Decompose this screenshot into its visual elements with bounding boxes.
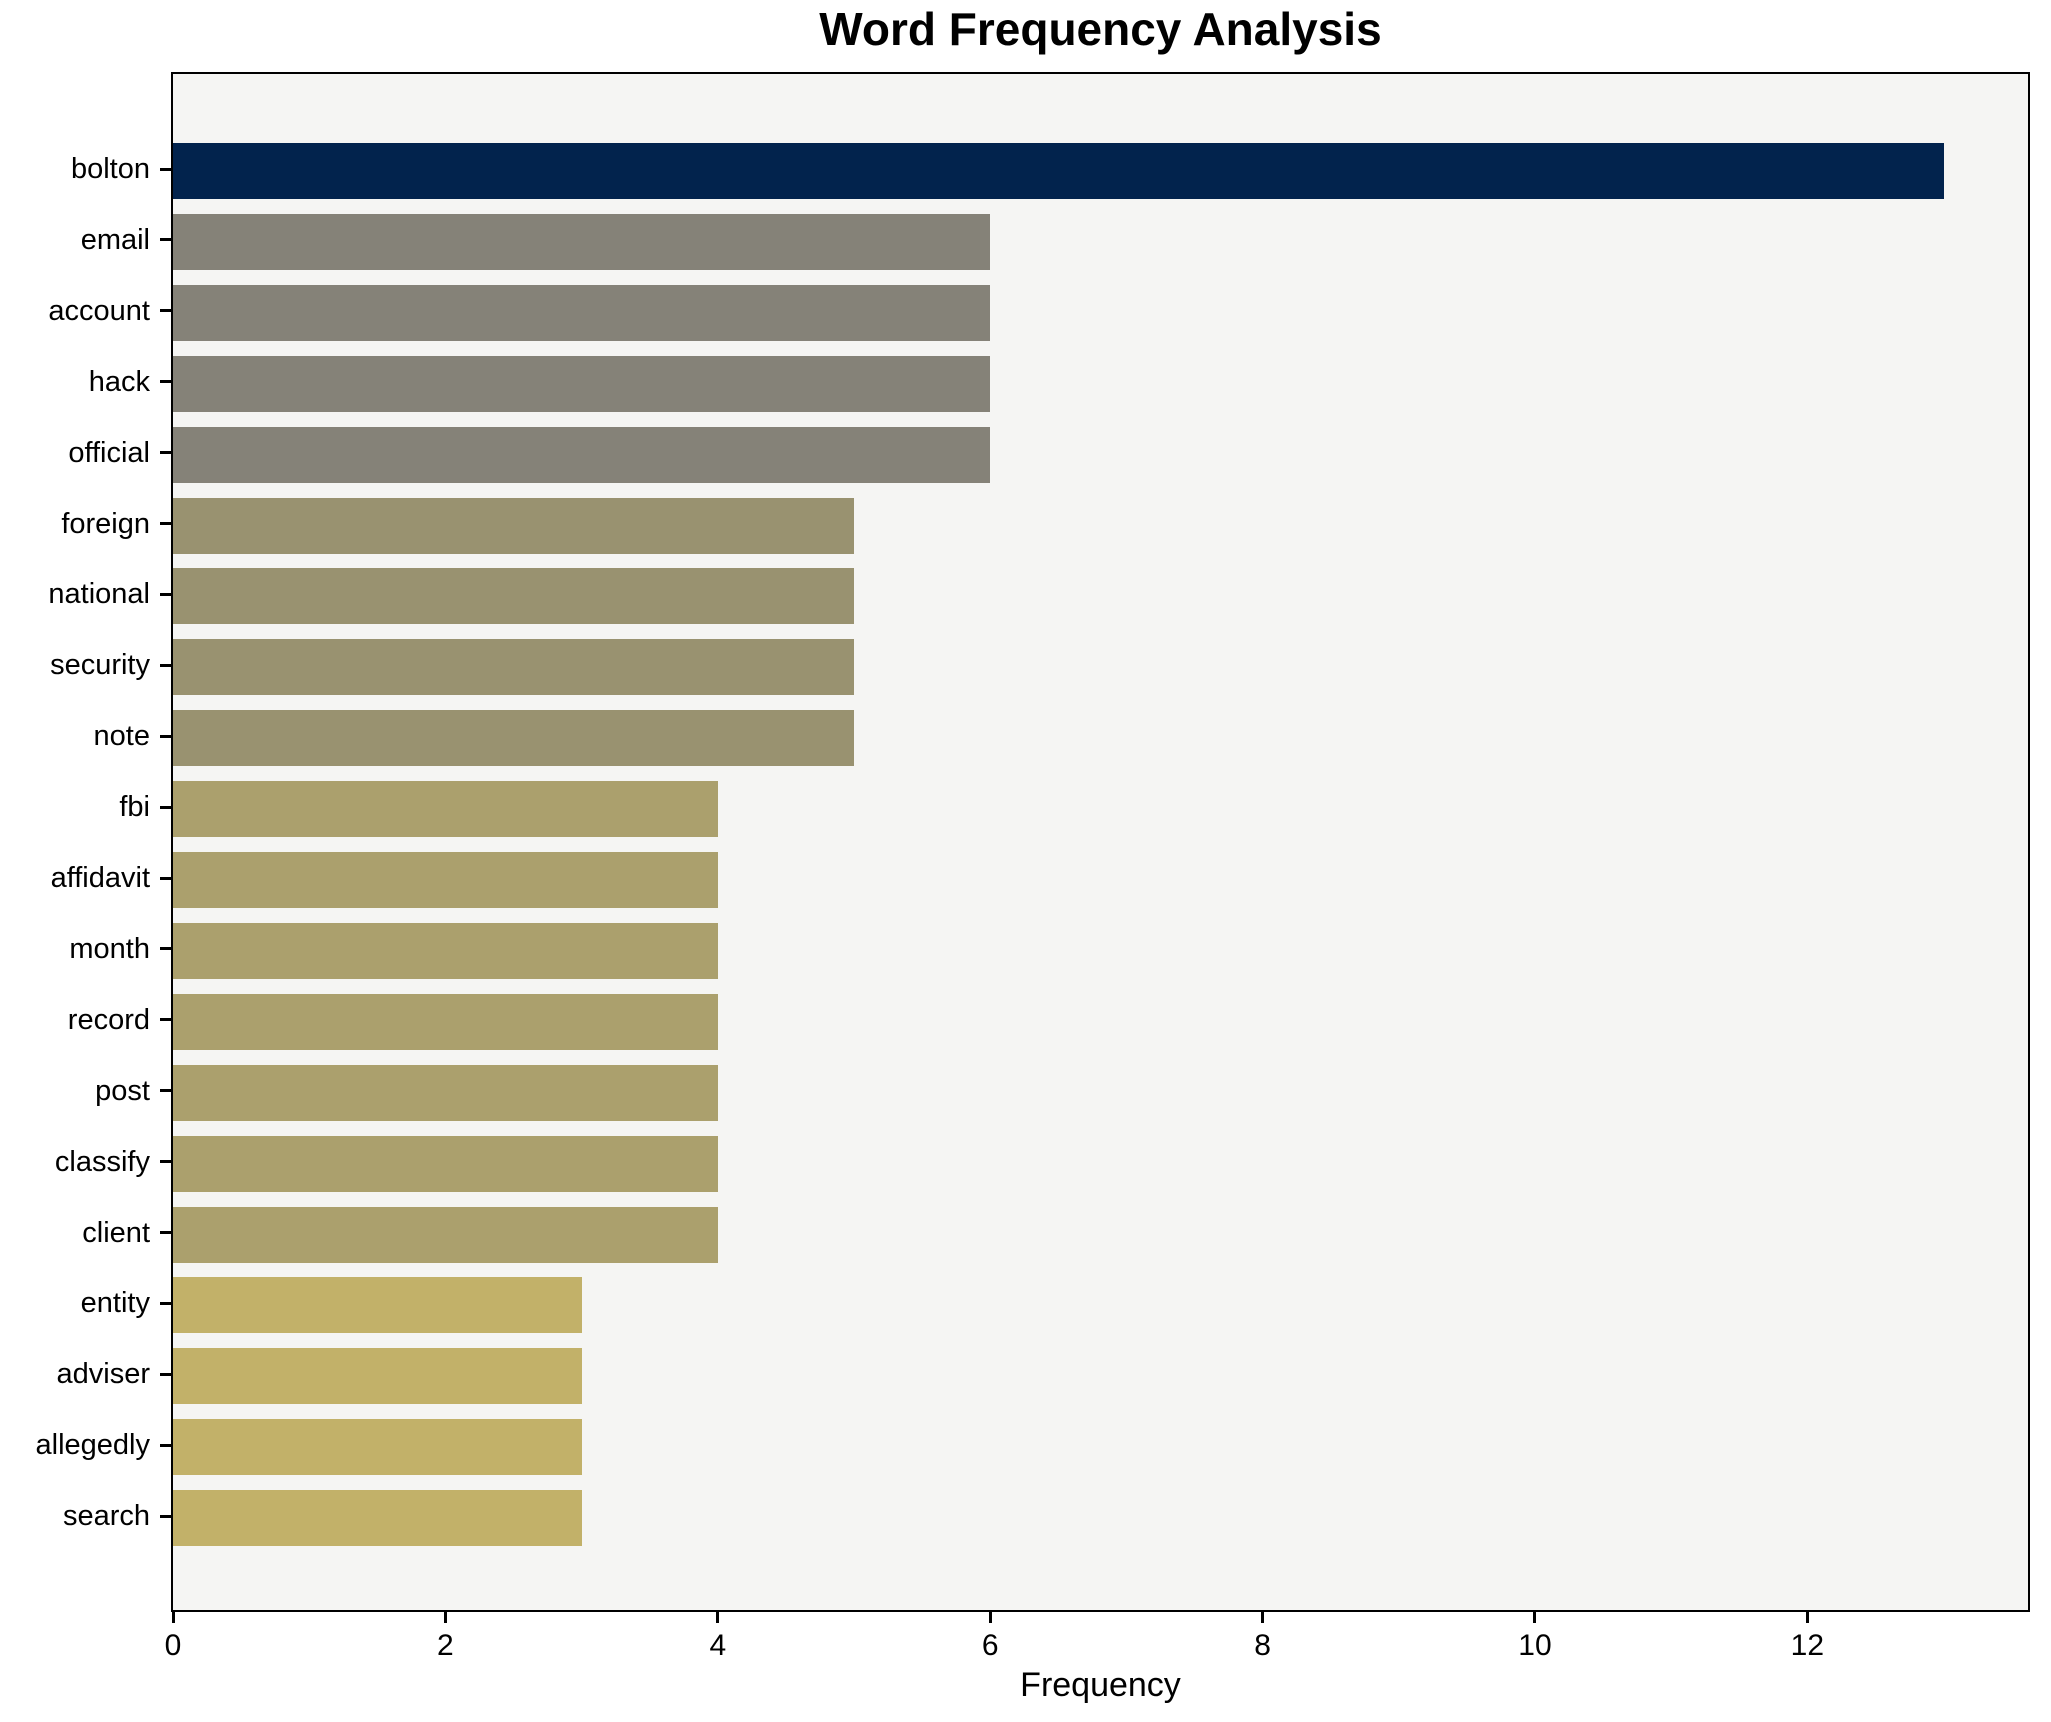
y-tick-label-foreign: foreign [61, 507, 150, 540]
y-tick-mark [160, 663, 171, 667]
y-tick-label-search: search [62, 1500, 150, 1533]
y-tick-mark [160, 1089, 171, 1093]
x-tick-mark [988, 1612, 992, 1623]
x-tick-mark [1805, 1612, 1809, 1623]
x-tick-mark [171, 1612, 175, 1623]
y-tick-mark [160, 1372, 171, 1376]
y-tick-label-affidavit: affidavit [50, 862, 150, 894]
y-tick-label-account: account [48, 294, 150, 327]
x-tick-mark [1261, 1612, 1265, 1623]
bar-email [173, 213, 991, 270]
y-tick-mark [160, 1160, 171, 1164]
y-tick-label-national: national [48, 578, 150, 611]
bar-hack [173, 355, 991, 412]
bar-account [173, 284, 991, 341]
bar-official [173, 426, 991, 483]
y-tick-mark [160, 309, 171, 313]
bar-client [173, 1206, 718, 1263]
x-tick-label-12: 12 [1790, 1629, 1825, 1662]
x-tick-mark [443, 1612, 447, 1623]
y-tick-mark [160, 1443, 171, 1447]
x-tick-label-8: 8 [1254, 1629, 1271, 1662]
y-tick-label-client: client [82, 1216, 150, 1249]
y-tick-mark [160, 1018, 171, 1022]
y-tick-mark [160, 1514, 171, 1518]
x-tick-label-10: 10 [1518, 1629, 1552, 1662]
y-tick-label-hack: hack [88, 365, 150, 398]
x-tick-label-0: 0 [164, 1629, 182, 1662]
y-tick-mark [160, 734, 171, 738]
y-tick-mark [160, 592, 171, 596]
y-tick-label-adviser: adviser [56, 1358, 151, 1391]
y-tick-mark [160, 451, 171, 455]
plot-area [171, 72, 2030, 1612]
y-tick-mark [160, 167, 171, 171]
x-axis-label: Frequency [1020, 1666, 1181, 1704]
y-tick-label-note: note [93, 720, 150, 753]
bar-security [173, 639, 854, 696]
x-tick-label-4: 4 [709, 1629, 727, 1662]
bar-bolton [173, 143, 1944, 199]
y-tick-label-month: month [69, 932, 150, 965]
x-tick-mark [716, 1612, 720, 1623]
bar-national [173, 568, 854, 625]
bar-month [173, 922, 718, 979]
bar-foreign [173, 497, 854, 554]
y-tick-mark [160, 1231, 171, 1234]
x-tick-mark [1533, 1612, 1537, 1623]
x-tick-label-6: 6 [981, 1629, 999, 1662]
bar-affidavit [173, 852, 718, 908]
y-tick-label-record: record [67, 1003, 150, 1036]
y-tick-mark [160, 1301, 171, 1305]
chart-title: Word Frequency Analysis [819, 3, 1382, 55]
y-tick-label-official: official [68, 436, 150, 469]
bar-record [173, 993, 718, 1050]
bar-fbi [173, 781, 718, 838]
bar-entity [173, 1277, 582, 1334]
y-tick-label-security: security [50, 649, 150, 682]
bar-allegedly [173, 1419, 582, 1476]
bar-note [173, 710, 854, 767]
y-tick-label-fbi: fbi [119, 791, 150, 824]
y-tick-mark [160, 522, 171, 525]
x-tick-label-2: 2 [437, 1629, 454, 1662]
y-tick-label-classify: classify [54, 1145, 150, 1178]
y-tick-label-post: post [95, 1074, 150, 1107]
bar-search [173, 1490, 582, 1547]
y-tick-mark [160, 947, 171, 951]
bar-classify [173, 1135, 718, 1192]
y-tick-label-email: email [80, 223, 150, 256]
y-tick-mark [160, 876, 171, 880]
y-tick-mark [160, 380, 171, 384]
y-tick-label-allegedly: allegedly [35, 1429, 150, 1462]
bar-post [173, 1064, 718, 1121]
bar-adviser [173, 1348, 582, 1405]
y-tick-mark [160, 805, 171, 809]
y-tick-label-bolton: bolton [70, 153, 150, 185]
y-tick-mark [160, 238, 171, 242]
y-tick-label-entity: entity [80, 1287, 150, 1320]
